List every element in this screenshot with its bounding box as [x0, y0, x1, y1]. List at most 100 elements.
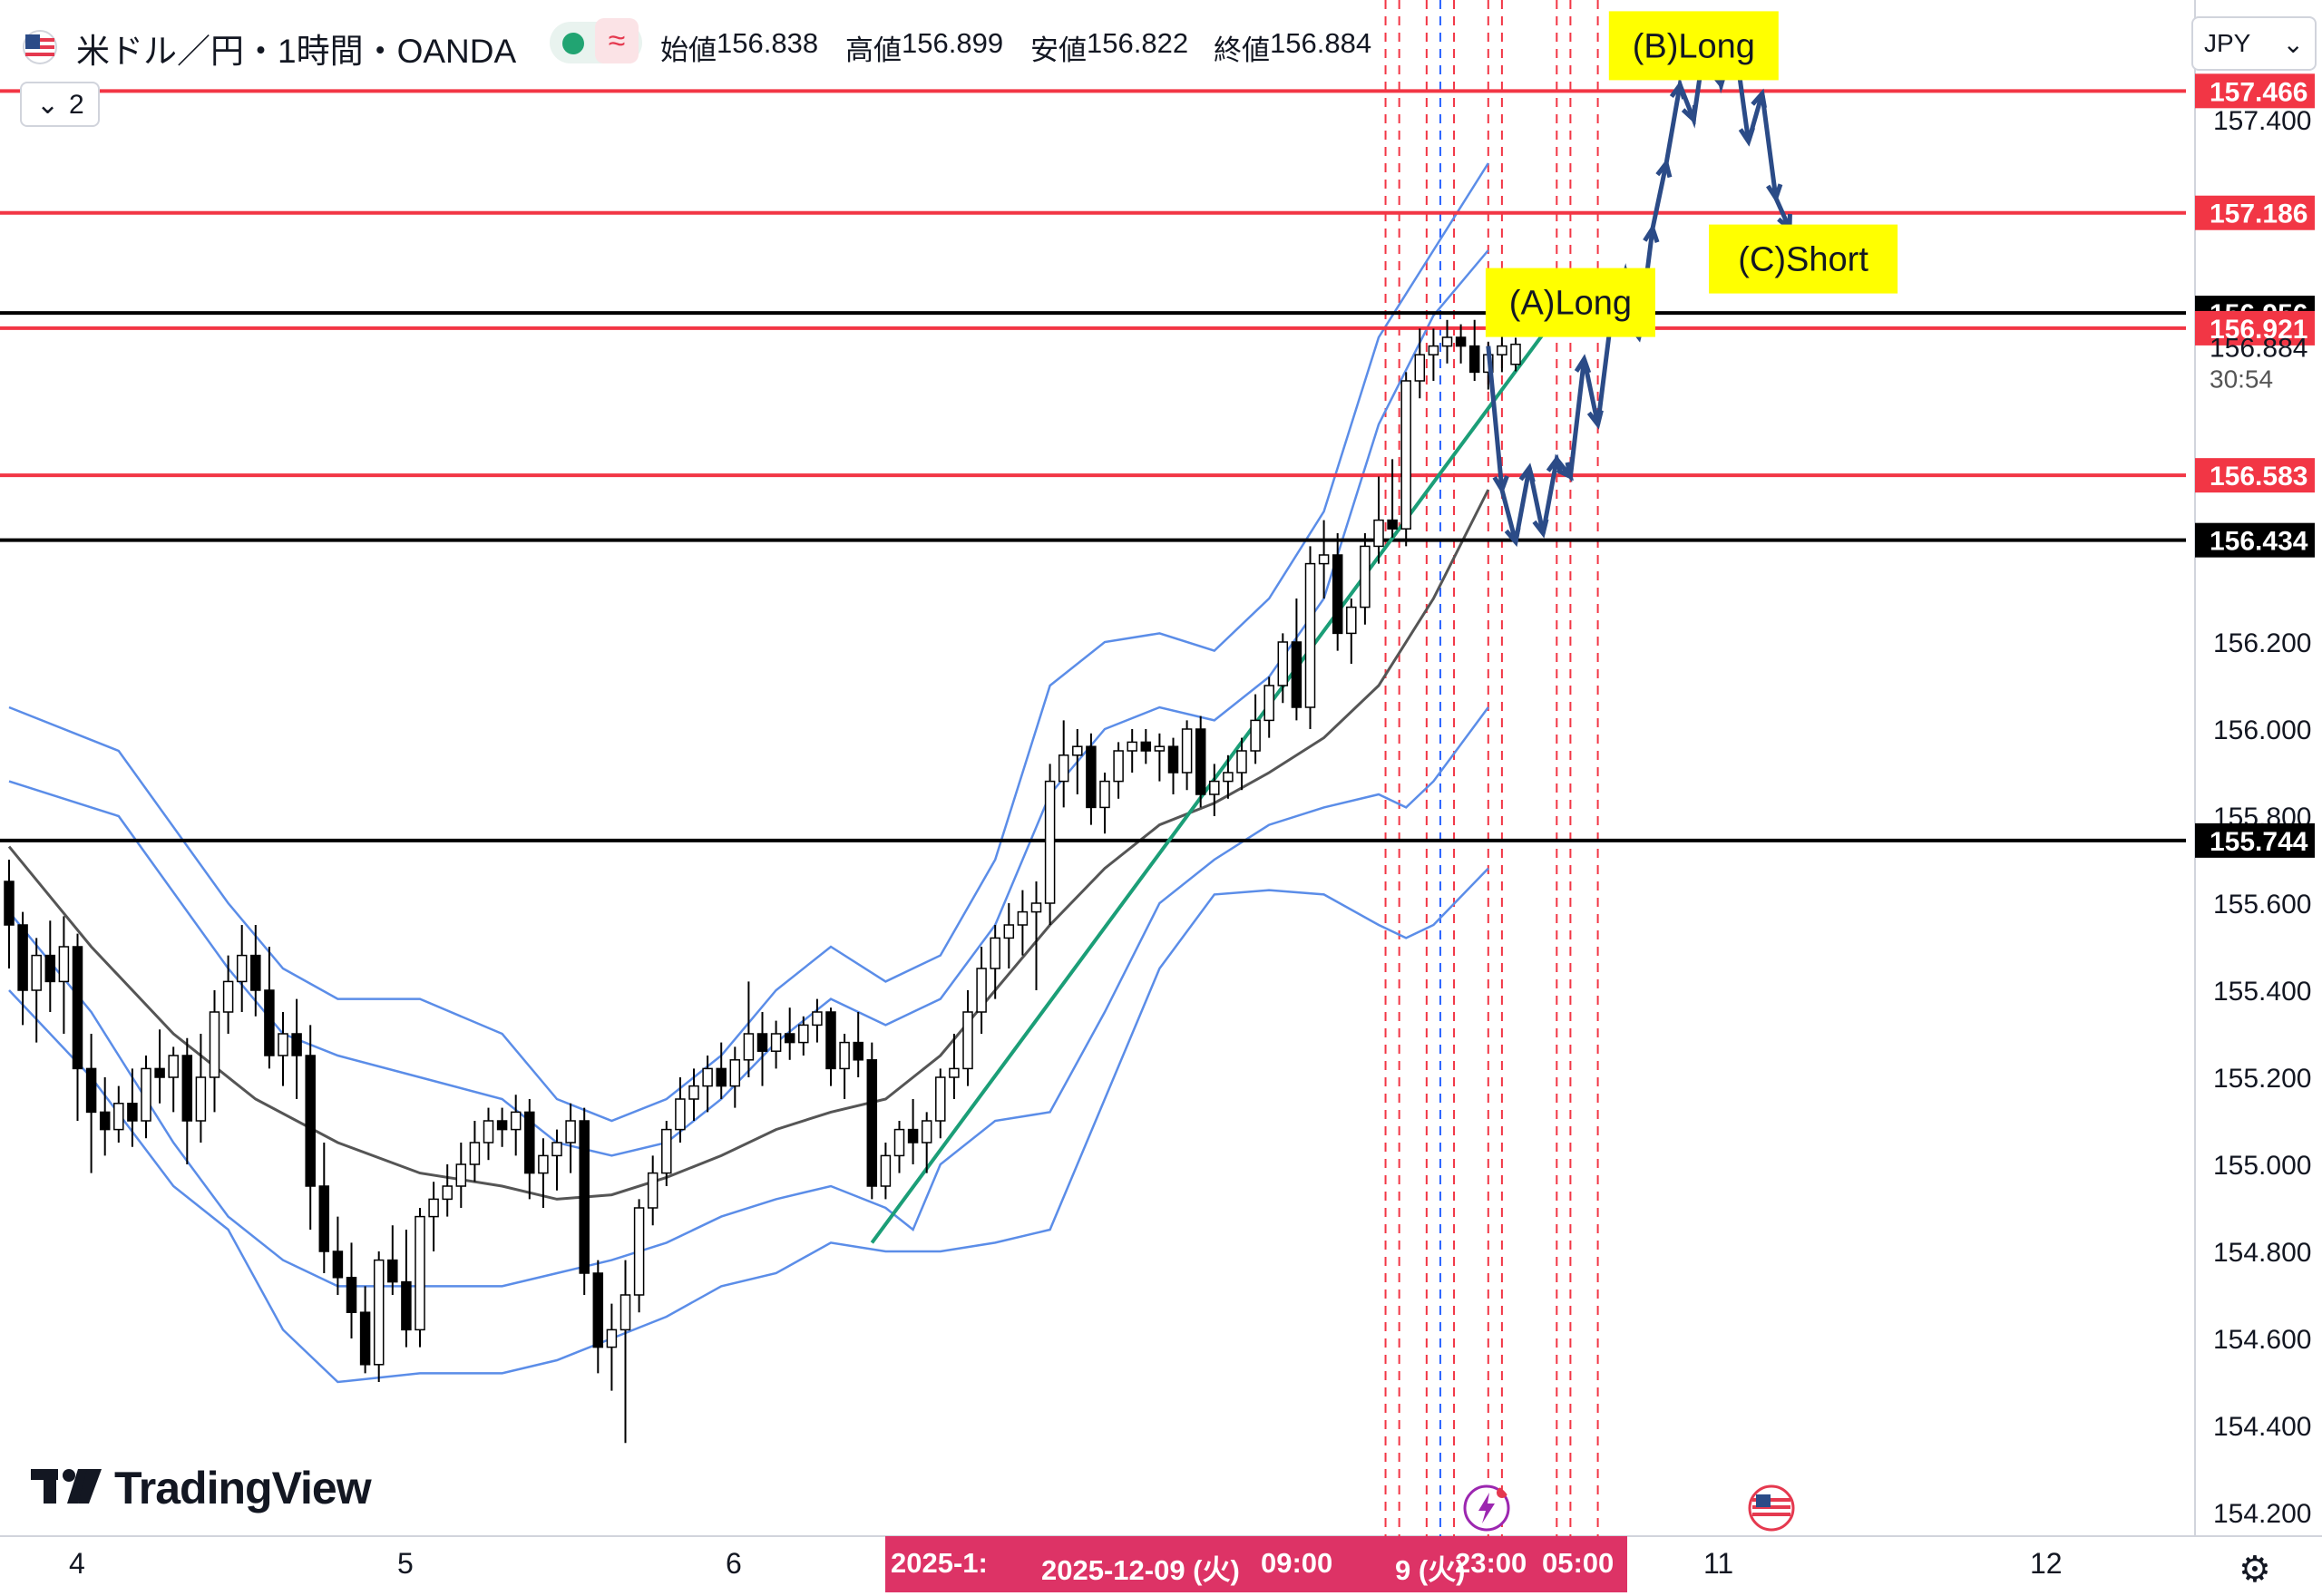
forecast-arrowhead [1669, 79, 1686, 100]
x-highlight-label: 2025-12-09 (火) [1041, 1554, 1240, 1586]
symbol-title[interactable]: 米ドル／円・1時間・OANDA [76, 33, 517, 70]
y-tick-label: 154.800 [2213, 1238, 2311, 1268]
forecast-arrowhead [1546, 453, 1563, 474]
candle-body [1468, 345, 1480, 374]
x-axis-highlight [885, 1536, 1627, 1592]
candle-body [1113, 750, 1124, 783]
forecast-arrowhead [1643, 223, 1660, 243]
candle-body [949, 1067, 960, 1078]
forecast-arrowhead [1504, 527, 1521, 548]
level-price-tag [2195, 310, 2315, 345]
candle-body [31, 954, 42, 991]
candle-body [1236, 750, 1247, 774]
price-axis-panel[interactable] [2195, 0, 2322, 1596]
candle-body [538, 1154, 549, 1174]
candle-body [85, 1067, 97, 1114]
candle-body [113, 1103, 124, 1131]
candle-body [1167, 745, 1179, 774]
candle-body [222, 980, 234, 1013]
chart-header: 米ドル／円・1時間・OANDA ≈ 始値 156.838 高値 156.899 … [0, 0, 2177, 91]
forecast-arrowhead [1766, 183, 1783, 204]
chevron-down-icon: ⌄ [2282, 30, 2304, 58]
y-tick-label: 156.200 [2213, 628, 2311, 658]
candle-body [1086, 745, 1097, 809]
indicator-toggle-button[interactable]: ⌄ 2 [20, 82, 100, 127]
candle-body [675, 1098, 686, 1131]
candle-body [866, 1059, 878, 1187]
candle-body [661, 1128, 672, 1174]
level-price-label: 155.744 [2210, 827, 2308, 857]
candle-body [962, 1011, 973, 1070]
y-tick-label: 154.600 [2213, 1325, 2311, 1355]
candle-body [168, 1055, 179, 1078]
candle-body [1373, 519, 1384, 548]
candle-body [510, 1111, 522, 1131]
candle-body [1140, 741, 1152, 752]
level-price-label: 156.434 [2210, 527, 2308, 557]
candle-body [606, 1328, 618, 1348]
annotation-box[interactable] [1485, 268, 1655, 337]
candle-body [524, 1111, 535, 1174]
candle-body [209, 1011, 220, 1078]
candle-body [1332, 554, 1343, 635]
currency-select[interactable]: JPY ⌄ [2191, 16, 2317, 71]
candle-body [798, 1024, 809, 1044]
candle-body [853, 1041, 863, 1061]
candle-body [1510, 343, 1521, 365]
annotation-box[interactable] [1608, 11, 1779, 81]
candle-body [592, 1272, 604, 1348]
wave-icon[interactable]: ≈ [595, 18, 639, 63]
candle-body [181, 1055, 193, 1122]
candle-body [702, 1067, 713, 1087]
level-price-label: 156.583 [2210, 462, 2307, 491]
candle-body [1400, 380, 1411, 530]
forecast-arrowhead [1681, 104, 1697, 125]
forecast-arrowhead [1586, 409, 1604, 430]
level-price-label: 156.921 [2210, 315, 2307, 345]
x-highlight-label: 23:00 [1455, 1547, 1527, 1579]
candle-body [359, 1311, 371, 1366]
close-label: 終値 [1214, 34, 1270, 66]
annotation-box[interactable] [1709, 224, 1898, 294]
y-tick-label: 155.000 [2213, 1151, 2311, 1181]
moving-average-line [7, 489, 1490, 1201]
candle-body [784, 1033, 795, 1044]
low-label: 安値 [1030, 34, 1087, 66]
us-event-flag-icon[interactable] [1747, 1484, 1796, 1533]
currency-label: JPY [2204, 29, 2251, 57]
candle-body [127, 1103, 138, 1122]
y-tick-label: 154.400 [2213, 1412, 2311, 1442]
candle-body [17, 924, 28, 991]
candle-body [373, 1259, 385, 1366]
forecast-arrowhead [1574, 354, 1592, 374]
candle-body [305, 1055, 316, 1187]
candle-body [729, 1059, 741, 1087]
candle-body [990, 937, 1000, 969]
candle-body [1003, 924, 1015, 939]
candle-body [496, 1120, 508, 1131]
forecast-arrowhead [1518, 462, 1536, 483]
candle-body [1346, 606, 1357, 635]
candle-body [1414, 354, 1426, 382]
candle-body [1072, 745, 1083, 756]
candle-body [839, 1041, 850, 1070]
candle-body [44, 954, 56, 983]
candle-body [58, 946, 70, 983]
candle-body [770, 1033, 782, 1052]
chevron-down-icon: ⌄ [36, 90, 60, 120]
candle-body [1304, 562, 1316, 708]
candle-body [620, 1294, 631, 1331]
candle-body [1291, 641, 1302, 708]
x-highlight-label: 09:00 [1261, 1547, 1333, 1579]
candle-body [141, 1067, 151, 1122]
candle-body [647, 1172, 659, 1209]
candle-body [442, 1185, 453, 1201]
bollinger-band-line [8, 706, 1489, 1288]
settings-gear-icon[interactable]: ⚙ [2239, 1550, 2271, 1590]
candle-body [1277, 641, 1289, 686]
candle-body [1181, 728, 1193, 774]
candle-body [1127, 741, 1137, 752]
level-price-tag [2195, 195, 2315, 230]
event-lightning-icon[interactable] [1462, 1484, 1511, 1533]
